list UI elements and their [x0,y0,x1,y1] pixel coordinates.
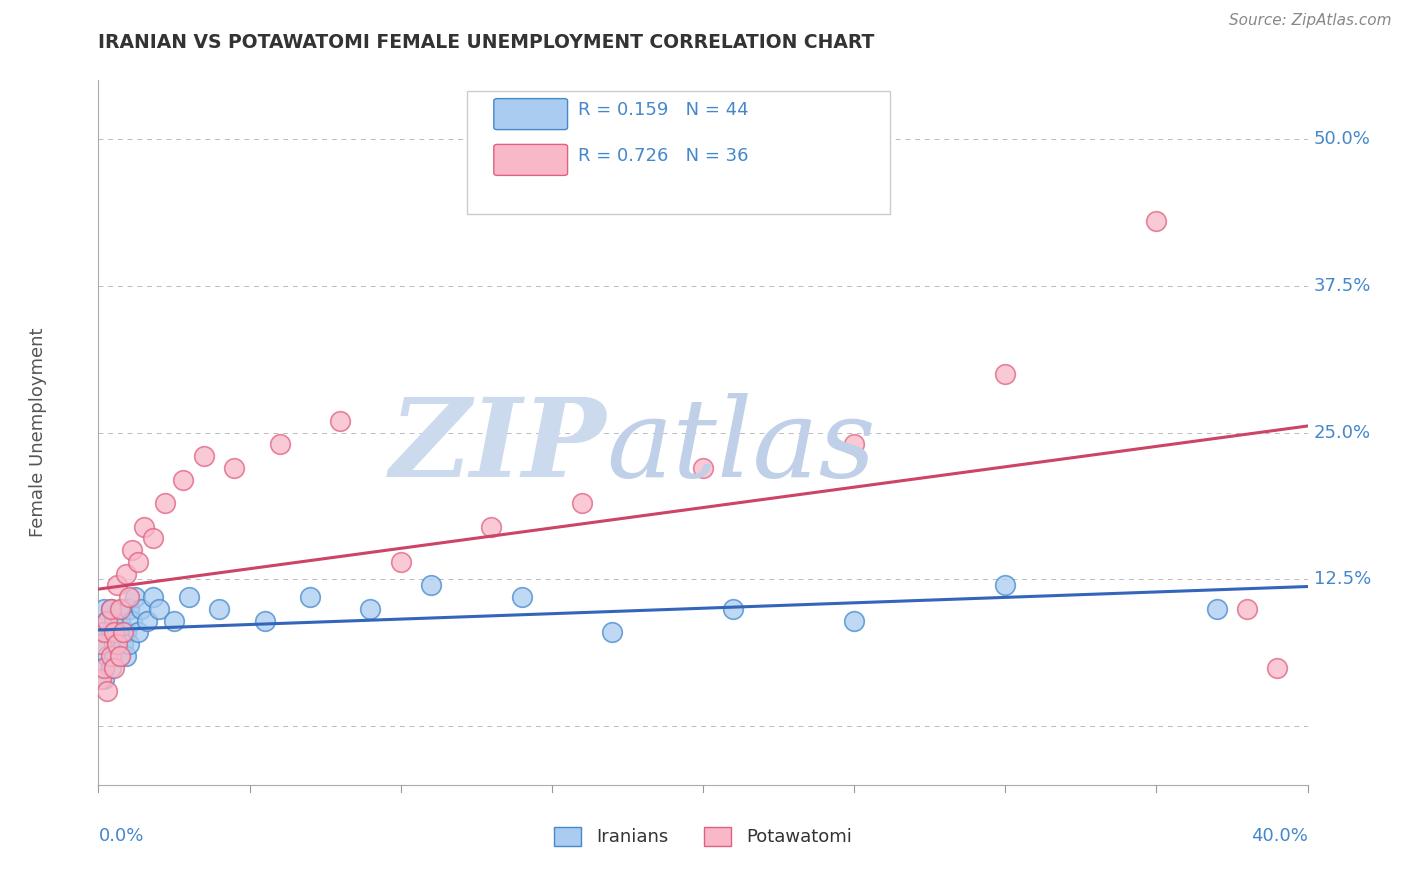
Point [124,590,146,604]
Point [108,648,131,663]
Text: ZIP: ZIP [389,393,606,500]
Point [108,614,131,628]
Text: Female Unemployment: Female Unemployment [30,328,46,537]
FancyBboxPatch shape [494,99,568,129]
Text: 50.0%: 50.0% [1313,130,1371,148]
Point [153,496,176,510]
Point [135,614,157,628]
Text: Source: ZipAtlas.com: Source: ZipAtlas.com [1229,13,1392,29]
Point [602,625,624,640]
Point [108,602,131,616]
Point [103,614,125,628]
Point [510,590,533,604]
Point [90,673,112,687]
Point [90,637,112,651]
Point [481,519,503,533]
Point [224,460,246,475]
FancyBboxPatch shape [494,145,568,176]
Point [96,648,118,663]
Point [132,519,155,533]
Text: 40.0%: 40.0% [1251,827,1308,846]
Point [269,437,291,451]
FancyBboxPatch shape [467,91,890,214]
Point [100,648,122,663]
Point [121,614,143,628]
Point [118,602,141,616]
Point [93,625,115,640]
Point [121,543,143,558]
Point [420,578,443,592]
Point [172,473,194,487]
Point [105,578,128,592]
Point [93,660,115,674]
Point [90,660,112,674]
Point [571,496,593,510]
Point [103,648,125,663]
Point [108,648,131,663]
Point [994,578,1017,592]
Point [1206,602,1229,616]
Point [208,602,231,616]
Point [179,590,201,604]
Point [93,673,115,687]
Point [142,532,165,546]
Point [93,602,115,616]
Text: 25.0%: 25.0% [1313,424,1371,442]
Text: R = 0.726   N = 36: R = 0.726 N = 36 [578,146,749,165]
Text: R = 0.159   N = 44: R = 0.159 N = 44 [578,101,749,119]
Point [118,637,141,651]
Text: IRANIAN VS POTAWATOMI FEMALE UNEMPLOYMENT CORRELATION CHART: IRANIAN VS POTAWATOMI FEMALE UNEMPLOYMEN… [98,33,875,52]
Point [723,602,745,616]
Point [142,590,165,604]
Point [692,460,714,475]
Point [111,602,134,616]
Point [129,602,152,616]
Point [105,625,128,640]
Point [103,660,125,674]
Point [100,625,122,640]
Point [96,684,118,698]
Point [90,625,112,640]
Text: 12.5%: 12.5% [1313,570,1371,589]
Point [96,614,118,628]
Point [1144,214,1167,228]
Point [103,625,125,640]
Point [1236,602,1258,616]
Text: 0.0%: 0.0% [98,827,143,846]
Point [105,637,128,651]
Point [844,437,866,451]
Point [105,637,128,651]
Point [148,602,170,616]
Point [114,625,136,640]
Point [127,625,149,640]
Point [103,637,125,651]
Point [193,449,215,463]
Point [96,614,118,628]
Point [96,625,118,640]
Point [1267,660,1289,674]
Point [127,555,149,569]
Point [100,602,122,616]
Point [100,660,122,674]
Point [329,414,352,428]
Point [844,614,866,628]
Point [111,625,134,640]
Point [114,566,136,581]
Point [93,637,115,651]
Point [118,590,141,604]
Point [114,648,136,663]
Point [100,602,122,616]
Point [163,614,186,628]
Point [994,367,1017,381]
Point [299,590,322,604]
Text: atlas: atlas [606,393,876,500]
Point [253,614,276,628]
Text: 37.5%: 37.5% [1313,277,1371,295]
Point [360,602,382,616]
Legend: Iranians, Potawatomi: Iranians, Potawatomi [554,827,852,847]
Point [111,637,134,651]
Point [389,555,412,569]
